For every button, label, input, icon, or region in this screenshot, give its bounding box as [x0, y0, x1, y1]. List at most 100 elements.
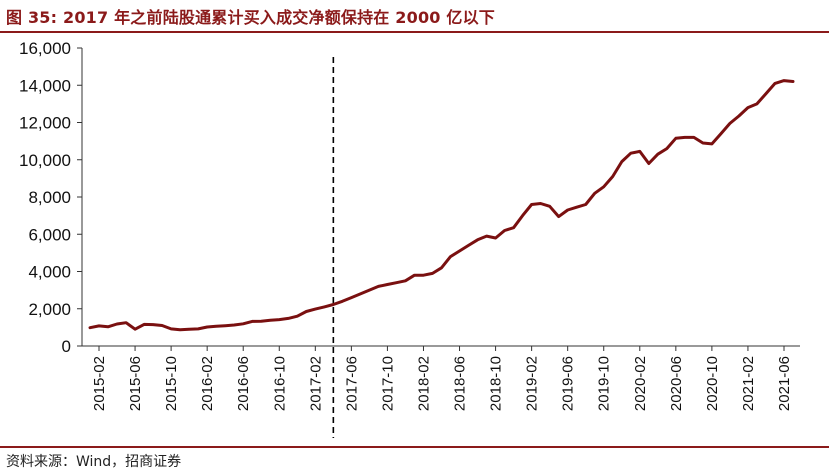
x-tick-label: 2017-06 [343, 356, 360, 411]
data-point [440, 267, 443, 269]
data-point [170, 328, 172, 330]
y-tick-label: 14,000 [19, 76, 71, 95]
data-point [314, 308, 317, 310]
x-tick-label: 2021-02 [740, 356, 757, 411]
data-point [386, 283, 389, 286]
data-point [765, 92, 767, 95]
data-point [368, 289, 371, 291]
data-point [584, 203, 587, 206]
data-point [593, 192, 596, 195]
data-point [404, 280, 407, 282]
data-point [269, 319, 272, 322]
data-point [783, 79, 785, 82]
data-point [134, 328, 136, 331]
data-point [720, 132, 722, 135]
data-point [215, 325, 217, 328]
y-tick-label: 16,000 [19, 39, 71, 58]
data-point [648, 162, 650, 165]
x-tick-label: 2017-10 [379, 356, 396, 411]
data-point [729, 122, 731, 125]
x-axis: 2015-02 2015-06 2015-10 2016-02 2016-06 2016-… [82, 345, 800, 411]
data-point [377, 285, 380, 288]
data-point [621, 160, 623, 163]
line-chart: 16,000 14,000 12,000 10,000 8,000 6,000 4,000 2… [19, 39, 800, 438]
chart-title: 图 35: 2017 年之前陆股通累计买入成交净额保持在 2000 亿以下 [6, 8, 495, 27]
y-tick-label: 0 [62, 337, 71, 356]
title-divider [0, 31, 829, 33]
data-point [332, 303, 335, 306]
data-point [431, 272, 434, 275]
data-point [792, 80, 794, 83]
series-line [88, 79, 795, 332]
data-point [458, 250, 461, 252]
x-tick-label: 2015-10 [163, 356, 180, 411]
data-point [188, 328, 190, 331]
data-point [521, 214, 524, 217]
data-point [566, 209, 569, 211]
source-note: 资料来源：Wind，招商证券 [6, 454, 182, 470]
data-point [630, 152, 632, 154]
x-tick-label: 2018-10 [488, 356, 505, 411]
x-tick-label: 2015-02 [91, 356, 108, 411]
x-tick-label: 2018-06 [452, 356, 469, 411]
data-point [278, 318, 281, 321]
x-tick-label: 2020-06 [668, 356, 685, 411]
data-point [711, 143, 713, 145]
data-point [738, 115, 740, 117]
series-layer [88, 79, 795, 332]
y-tick-label: 10,000 [19, 151, 71, 170]
data-point [125, 321, 127, 324]
data-point [152, 323, 154, 326]
data-point [143, 323, 145, 326]
data-point [639, 150, 641, 153]
data-point [675, 137, 677, 140]
data-point [684, 136, 686, 139]
data-point [467, 244, 470, 247]
x-tick-label: 2015-06 [127, 356, 144, 411]
data-point [512, 226, 515, 229]
data-point [179, 329, 181, 331]
data-point [296, 315, 299, 318]
x-tick-label: 2019-10 [596, 356, 613, 411]
x-tick-label: 2020-02 [632, 356, 649, 411]
y-tick-label: 4,000 [28, 263, 71, 282]
data-point [350, 296, 353, 299]
data-point [657, 153, 659, 155]
x-tick-label: 2020-10 [704, 356, 721, 411]
x-tick-label: 2019-06 [560, 356, 577, 411]
data-point [197, 328, 199, 330]
data-point [242, 323, 244, 325]
data-point [530, 203, 533, 206]
data-point [107, 326, 109, 328]
data-point [323, 306, 326, 308]
data-point [756, 103, 758, 105]
data-point [305, 310, 308, 313]
data-point [557, 215, 560, 218]
data-point [206, 326, 208, 328]
footer-divider [0, 446, 829, 448]
data-point [774, 82, 776, 85]
data-point [548, 205, 551, 208]
data-point [359, 293, 362, 295]
x-tick-label: 2016-10 [271, 356, 288, 411]
y-tick-label: 8,000 [28, 188, 71, 207]
data-point [422, 274, 425, 277]
x-tick-label: 2016-02 [199, 356, 216, 411]
data-point [395, 281, 398, 284]
data-point [693, 136, 695, 139]
data-point [98, 325, 100, 327]
data-point [539, 202, 542, 205]
data-point [251, 320, 253, 323]
data-point [224, 324, 226, 327]
x-tick-label: 2017-02 [307, 356, 324, 411]
data-point [611, 175, 614, 178]
data-point [233, 324, 235, 326]
x-tick-label: 2019-02 [524, 356, 541, 411]
data-point [413, 274, 416, 277]
data-point [575, 206, 578, 208]
y-tick-label: 12,000 [19, 114, 71, 133]
data-point [503, 229, 506, 232]
x-tick-label: 2018-02 [415, 356, 432, 411]
data-point [449, 255, 452, 258]
x-tick-label: 2021-06 [776, 356, 793, 411]
